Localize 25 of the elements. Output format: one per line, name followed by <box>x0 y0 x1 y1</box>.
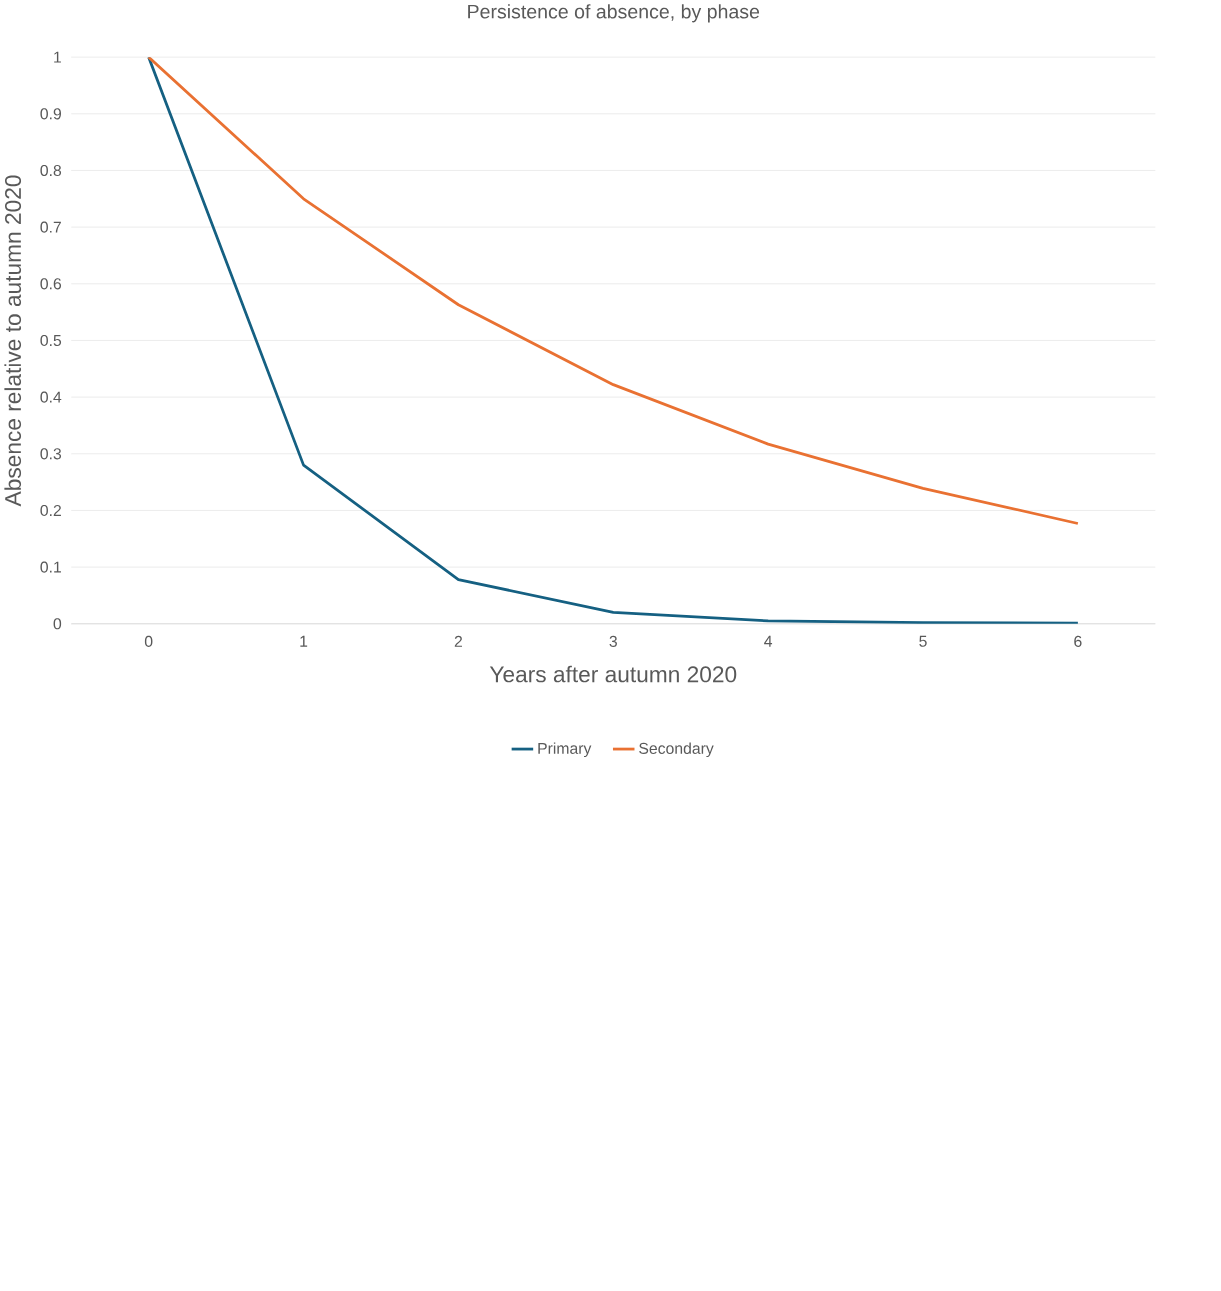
x-tick-label: 4 <box>764 635 772 647</box>
y-tick-label: 0.6 <box>40 278 61 290</box>
x-tick-label: 2 <box>454 635 462 647</box>
y-tick-label: 0.2 <box>40 504 61 517</box>
y-tick-label: 0.7 <box>40 221 61 233</box>
x-tick-label: 6 <box>1074 635 1082 647</box>
x-tick-label: 0 <box>144 635 153 647</box>
y-axis-title: Absence relative to autumn 2020 <box>4 175 21 507</box>
legend-label: Primary <box>538 742 592 758</box>
line-series <box>147 57 1080 525</box>
y-tick-label: 0.1 <box>40 561 61 573</box>
x-axis-title: Years after autumn 2020 <box>489 665 737 683</box>
y-tick-label: 0.4 <box>40 391 62 403</box>
y-tick-label: 1 <box>54 51 61 63</box>
x-tick-label: 3 <box>609 635 617 647</box>
x-tick-label: 5 <box>919 635 927 647</box>
x-tick-label: 1 <box>300 635 308 647</box>
y-tick-label: 0 <box>53 618 62 630</box>
y-tick-label: 0.5 <box>40 334 61 347</box>
y-tick-label: 0.8 <box>40 164 61 177</box>
y-tick-label: 0.9 <box>40 108 61 120</box>
line-series <box>147 57 1080 624</box>
y-tick-label: 0.3 <box>40 448 61 460</box>
chart-title: Persistence of absence, by phase <box>468 4 759 23</box>
legend-label: Secondary <box>639 742 714 758</box>
